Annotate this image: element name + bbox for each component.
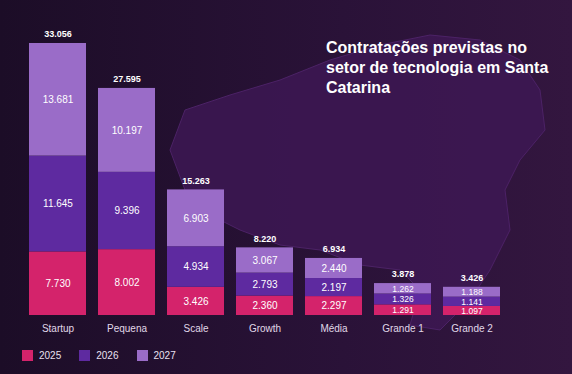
svg-text:3.878: 3.878 (392, 269, 415, 279)
svg-text:Pequena: Pequena (107, 323, 147, 334)
svg-text:Startup: Startup (42, 323, 75, 334)
svg-text:11.645: 11.645 (43, 198, 73, 209)
svg-text:2.440: 2.440 (321, 263, 346, 274)
svg-text:1.141: 1.141 (461, 296, 483, 306)
svg-text:Growth: Growth (249, 323, 281, 334)
svg-text:2.793: 2.793 (252, 279, 277, 290)
svg-text:1.097: 1.097 (461, 306, 483, 316)
svg-text:6.934: 6.934 (323, 244, 346, 254)
svg-text:Média: Média (320, 323, 348, 334)
svg-text:6.903: 6.903 (183, 213, 208, 224)
html-text:Contratações previstas no seto: Contratações previstas no setor de tecno… (326, 39, 549, 96)
html-text:2025: 2025 (39, 350, 62, 361)
svg-text:2.297: 2.297 (321, 300, 346, 311)
html-text:2027: 2027 (153, 350, 176, 361)
svg-text:8.220: 8.220 (254, 234, 277, 244)
svg-text:1.262: 1.262 (392, 283, 414, 293)
svg-text:3.426: 3.426 (183, 296, 208, 307)
svg-text:2.360: 2.360 (252, 300, 277, 311)
svg-text:1.326: 1.326 (392, 294, 414, 304)
svg-text:4.934: 4.934 (183, 261, 208, 272)
svg-text:13.681: 13.681 (43, 94, 74, 105)
svg-text:10.197: 10.197 (112, 125, 143, 136)
svg-text:9.396: 9.396 (114, 205, 139, 216)
svg-text:1.291: 1.291 (392, 305, 414, 315)
svg-text:27.595: 27.595 (113, 74, 141, 84)
html-text:2026: 2026 (96, 350, 119, 361)
svg-text:1.188: 1.188 (461, 287, 483, 297)
svg-text:2.197: 2.197 (321, 282, 346, 293)
svg-text:3.426: 3.426 (461, 273, 484, 283)
svg-text:8.002: 8.002 (114, 277, 139, 288)
svg-text:15.263: 15.263 (182, 176, 210, 186)
svg-text:33.056: 33.056 (44, 29, 72, 39)
svg-text:Grande 2: Grande 2 (451, 323, 493, 334)
svg-text:3.067: 3.067 (252, 255, 277, 266)
svg-text:7.730: 7.730 (45, 278, 70, 289)
svg-text:Scale: Scale (183, 323, 208, 334)
svg-text:Grande 1: Grande 1 (382, 323, 424, 334)
